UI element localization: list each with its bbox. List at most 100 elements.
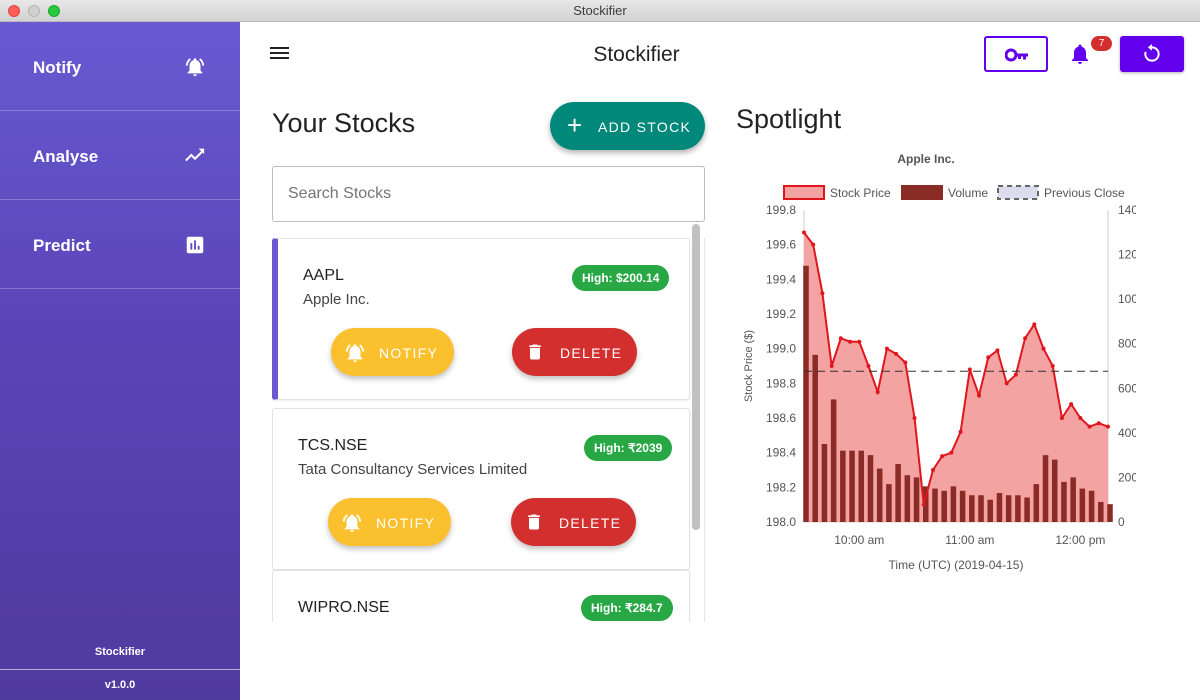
stock-high-badge: High: ₹2039	[584, 435, 673, 461]
search-stocks-input[interactable]	[272, 166, 705, 222]
minimize-window-button[interactable]	[28, 5, 40, 17]
price-point	[1078, 416, 1083, 420]
volume-bar	[876, 468, 883, 522]
y-tick-label: 199.8	[766, 203, 796, 217]
stock-card-tcs[interactable]: TCS.NSE Tata Consultancy Services Limite…	[272, 408, 690, 570]
price-point	[811, 242, 816, 247]
price-point	[829, 364, 834, 368]
price-point	[1023, 336, 1028, 341]
price-point	[986, 355, 991, 360]
menu-icon-line	[270, 52, 289, 54]
price-point	[838, 336, 843, 341]
add-stock-button[interactable]: + ADD STOCK	[550, 102, 705, 150]
close-window-button[interactable]	[8, 5, 20, 17]
trash-icon	[529, 344, 541, 360]
bell-ring-icon	[185, 58, 205, 77]
stock-symbol: TCS.NSE	[298, 437, 368, 454]
y-tick-label: 198.0	[766, 515, 796, 529]
sidebar-item-label: Notify	[33, 58, 82, 77]
notify-button[interactable]: NOTIFY	[331, 328, 454, 376]
stock-high-badge: High: $200.14	[572, 265, 670, 291]
bar-chart-icon	[186, 236, 204, 254]
volume-bar	[1051, 459, 1058, 522]
volume-bar	[978, 495, 984, 522]
price-point	[802, 230, 806, 235]
volume-bar	[803, 265, 809, 522]
y2-tick-label: 0	[1118, 515, 1125, 529]
price-point	[875, 390, 880, 394]
stock-symbol: AAPL	[303, 267, 344, 284]
volume-bar	[950, 486, 957, 522]
price-point	[940, 454, 945, 459]
notification-count-badge: 7	[1091, 36, 1112, 51]
sidebar-item-notify[interactable]: Notify	[0, 22, 240, 111]
volume-bar	[1033, 484, 1040, 522]
price-point	[884, 346, 889, 351]
price-point	[977, 393, 982, 398]
y2-tick-label: 1400000	[1118, 203, 1136, 217]
price-point	[1041, 346, 1046, 351]
price-point	[1096, 421, 1101, 426]
price-point	[1059, 416, 1064, 420]
volume-bar	[1070, 477, 1076, 522]
price-point	[949, 450, 954, 455]
page-title: Stockifier	[593, 43, 680, 66]
delete-button[interactable]: DELETE	[511, 498, 636, 546]
price-point	[1004, 381, 1009, 386]
add-stock-label: ADD STOCK	[598, 119, 692, 135]
price-area	[804, 232, 1108, 522]
volume-bar	[913, 477, 920, 522]
volume-bar	[886, 484, 892, 522]
api-key-button[interactable]	[984, 36, 1048, 72]
sidebar-footer-name: Stockifier	[94, 646, 146, 658]
notifications-button[interactable]	[1068, 42, 1092, 66]
menu-icon	[270, 47, 289, 49]
maximize-window-button[interactable]	[48, 5, 60, 17]
legend-swatch	[783, 185, 825, 200]
y-axis-title: Stock Price ($)	[743, 330, 755, 402]
stock-card-wipro[interactable]: WIPRO.NSE High: ₹284.7	[272, 570, 690, 622]
sidebar: Notify Analyse Predict Stockifier v1.0.0	[0, 22, 240, 700]
notify-label: NOTIFY	[379, 345, 439, 361]
x-tick-label: 11:00 am	[945, 533, 994, 547]
volume-bar	[932, 488, 938, 522]
plus-icon: +	[567, 110, 583, 140]
stock-name: Tata Consultancy Services Limited	[298, 461, 528, 478]
key-icon	[1005, 48, 1028, 62]
delete-button[interactable]: DELETE	[512, 328, 637, 376]
sidebar-item-predict[interactable]: Predict	[0, 200, 240, 289]
volume-bar	[996, 493, 1003, 522]
sidebar-item-analyse[interactable]: Analyse	[0, 111, 240, 200]
spotlight-heading: Spotlight	[736, 104, 842, 134]
notify-button[interactable]: NOTIFY	[328, 498, 451, 546]
bell-ring-icon	[345, 344, 365, 363]
price-point	[903, 360, 908, 365]
volume-bar	[1042, 455, 1049, 522]
y2-tick-label: 400000	[1118, 426, 1136, 440]
x-axis-title: Time (UTC) (2019-04-15)	[889, 558, 1024, 572]
volume-bar	[1079, 488, 1086, 522]
volume-bar	[987, 499, 994, 522]
volume-bar	[849, 450, 855, 522]
volume-bar	[1088, 490, 1095, 522]
volume-bar	[1024, 497, 1030, 522]
stock-card-aapl[interactable]: AAPL Apple Inc. High: $200.14 NOTIFY DEL…	[272, 238, 690, 400]
price-point	[820, 291, 825, 296]
stock-list-scrollbar[interactable]	[692, 224, 700, 530]
price-point	[1106, 424, 1110, 429]
price-point	[921, 502, 926, 507]
delete-label: DELETE	[559, 515, 622, 531]
menu-button[interactable]	[270, 44, 292, 64]
refresh-button[interactable]	[1120, 36, 1184, 72]
notify-label: NOTIFY	[376, 515, 436, 531]
price-point	[958, 429, 963, 434]
price-point	[866, 364, 871, 368]
volume-bar	[840, 450, 846, 522]
x-tick-label: 10:00 am	[834, 533, 884, 547]
y2-tick-label: 200000	[1118, 470, 1136, 484]
bell-ring-icon	[342, 514, 362, 533]
y-tick-label: 199.4	[766, 272, 796, 286]
volume-bar	[959, 490, 966, 522]
y-tick-label: 199.2	[766, 307, 796, 321]
price-point	[912, 416, 917, 420]
